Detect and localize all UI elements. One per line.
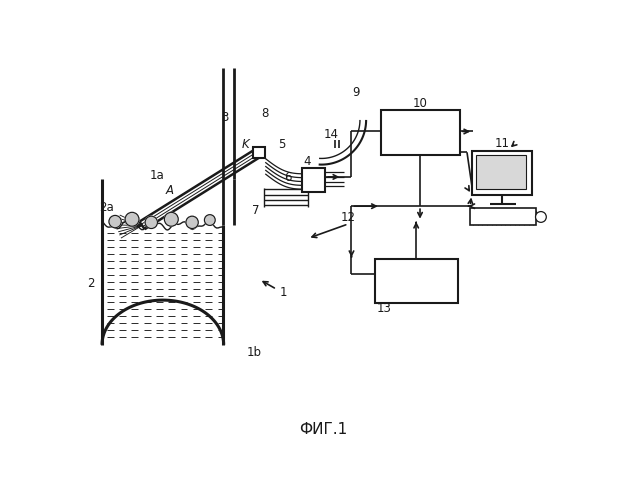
Circle shape (186, 216, 198, 229)
Text: ФИГ.1: ФИГ.1 (299, 422, 347, 437)
Circle shape (109, 216, 121, 228)
Text: 9: 9 (352, 86, 360, 99)
Text: 10: 10 (413, 96, 427, 109)
Bar (470, 209, 536, 226)
Text: 14: 14 (323, 128, 338, 141)
Text: 1: 1 (279, 286, 286, 299)
Bar (302, 168, 326, 192)
Circle shape (204, 215, 215, 226)
Circle shape (145, 216, 158, 229)
Text: 7: 7 (252, 204, 260, 217)
Text: 2: 2 (88, 276, 95, 290)
Text: 5: 5 (278, 138, 285, 151)
Text: A: A (166, 184, 174, 197)
Text: 8: 8 (262, 107, 269, 120)
Text: 1a: 1a (150, 169, 165, 182)
Text: 2a: 2a (99, 201, 114, 214)
Bar (253, 147, 265, 158)
Text: 12: 12 (341, 211, 356, 224)
Bar (375, 258, 457, 303)
Text: 3: 3 (221, 111, 229, 124)
Text: K: K (242, 138, 250, 151)
Circle shape (165, 213, 178, 226)
Circle shape (125, 213, 139, 226)
Bar (471, 151, 532, 195)
Text: 11: 11 (495, 137, 510, 150)
Bar (476, 155, 526, 189)
Text: 1b: 1b (246, 346, 261, 359)
Bar (380, 110, 460, 155)
Circle shape (536, 212, 546, 223)
Text: 6: 6 (285, 171, 292, 184)
Text: 4: 4 (304, 155, 311, 168)
Text: 13: 13 (377, 302, 391, 315)
